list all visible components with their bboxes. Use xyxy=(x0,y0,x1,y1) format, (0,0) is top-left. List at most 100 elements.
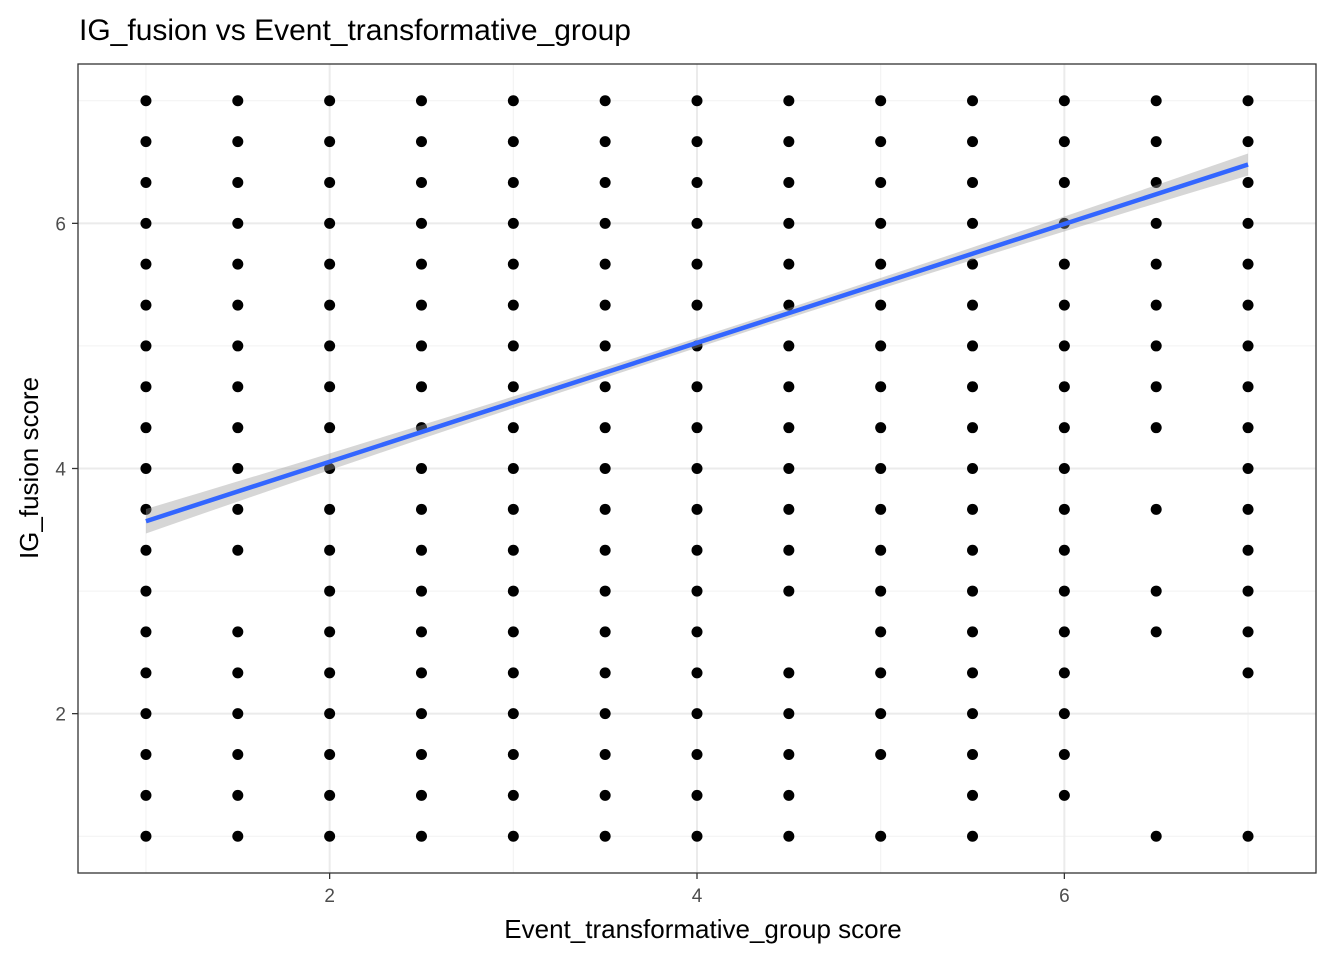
data-point xyxy=(1242,503,1254,515)
data-point xyxy=(783,748,795,760)
data-point xyxy=(507,708,519,720)
data-point xyxy=(140,585,152,597)
data-point xyxy=(140,748,152,760)
data-point xyxy=(783,503,795,515)
data-point xyxy=(1242,136,1254,148)
data-point xyxy=(599,381,611,393)
data-point xyxy=(875,626,887,638)
data-point xyxy=(1058,381,1070,393)
data-point xyxy=(783,422,795,434)
data-point xyxy=(875,585,887,597)
data-point xyxy=(1150,177,1162,189)
data-point xyxy=(967,789,979,801)
data-point xyxy=(691,95,703,107)
data-point xyxy=(783,544,795,556)
data-point xyxy=(232,422,244,434)
data-point xyxy=(967,544,979,556)
data-point xyxy=(783,177,795,189)
data-point xyxy=(1058,544,1070,556)
data-point xyxy=(232,217,244,229)
data-point xyxy=(140,422,152,434)
data-point xyxy=(232,381,244,393)
data-point xyxy=(599,626,611,638)
data-point xyxy=(232,177,244,189)
data-point xyxy=(324,217,336,229)
data-point xyxy=(875,177,887,189)
data-point xyxy=(415,299,427,311)
x-tick-label: 6 xyxy=(1059,886,1070,907)
data-point xyxy=(140,136,152,148)
data-point xyxy=(140,463,152,474)
data-point xyxy=(875,748,887,760)
data-point xyxy=(415,667,427,679)
data-point xyxy=(1058,95,1070,107)
data-point xyxy=(599,299,611,311)
data-point xyxy=(415,585,427,597)
chart-title: IG_fusion vs Event_transformative_group xyxy=(79,14,631,47)
x-tick-label: 4 xyxy=(692,886,703,907)
data-point xyxy=(232,626,244,638)
data-point xyxy=(232,95,244,107)
data-point xyxy=(691,136,703,148)
data-point xyxy=(599,708,611,720)
data-point xyxy=(967,340,979,352)
data-point xyxy=(1150,830,1162,842)
data-point xyxy=(875,422,887,434)
data-point xyxy=(691,299,703,311)
regression-line xyxy=(145,162,1249,524)
data-point xyxy=(691,217,703,229)
data-point xyxy=(967,708,979,720)
data-point xyxy=(1242,340,1254,352)
data-point xyxy=(967,585,979,597)
data-point xyxy=(232,136,244,148)
data-point xyxy=(875,463,887,474)
data-point xyxy=(324,585,336,597)
data-point xyxy=(1058,340,1070,352)
data-point xyxy=(691,463,703,474)
data-point xyxy=(140,217,152,229)
data-point xyxy=(507,258,519,270)
data-point xyxy=(1242,299,1254,311)
data-point xyxy=(1058,503,1070,515)
data-point xyxy=(691,708,703,720)
data-point xyxy=(967,422,979,434)
data-point xyxy=(507,136,519,148)
data-point xyxy=(324,748,336,760)
data-point xyxy=(875,830,887,842)
data-point xyxy=(140,95,152,107)
data-point xyxy=(967,95,979,107)
data-point xyxy=(507,422,519,434)
data-point xyxy=(783,789,795,801)
x-axis-title: Event_transformative_group score xyxy=(504,914,901,944)
data-point xyxy=(507,463,519,474)
data-point xyxy=(1058,299,1070,311)
data-point xyxy=(1242,217,1254,229)
data-point xyxy=(967,830,979,842)
data-point xyxy=(1242,463,1254,474)
data-point xyxy=(691,748,703,760)
data-point xyxy=(599,177,611,189)
data-point xyxy=(507,830,519,842)
data-point xyxy=(1058,177,1070,189)
data-point xyxy=(691,789,703,801)
data-point xyxy=(691,177,703,189)
data-point xyxy=(599,667,611,679)
data-point xyxy=(507,217,519,229)
data-point xyxy=(599,463,611,474)
y-axis-title: IG_fusion score xyxy=(14,377,44,559)
data-point xyxy=(783,95,795,107)
y-tick-label: 4 xyxy=(55,460,66,481)
data-point xyxy=(1242,830,1254,842)
data-point xyxy=(691,503,703,515)
data-point xyxy=(1150,626,1162,638)
plot-area: 2 4 6 2 4 6 xyxy=(55,63,1317,907)
data-point xyxy=(140,258,152,270)
data-point xyxy=(691,422,703,434)
data-point xyxy=(415,789,427,801)
data-point xyxy=(1058,585,1070,597)
data-point xyxy=(324,503,336,515)
data-point xyxy=(507,340,519,352)
data-point xyxy=(507,95,519,107)
data-point xyxy=(1150,136,1162,148)
data-point xyxy=(875,258,887,270)
